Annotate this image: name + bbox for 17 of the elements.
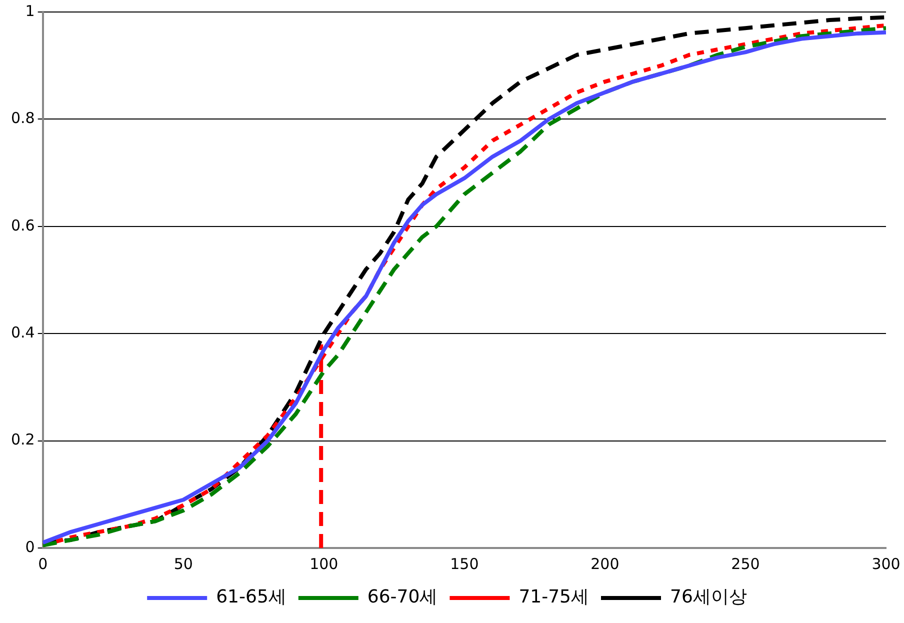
legend-label: 66-70세 bbox=[367, 586, 438, 608]
x-tick-label: 100 bbox=[310, 554, 338, 573]
y-tick-label: 0.6 bbox=[10, 216, 35, 234]
legend-label: 76세이상 bbox=[670, 586, 747, 608]
legend-label: 61-65세 bbox=[216, 586, 286, 608]
y-tick-label: 0.8 bbox=[10, 109, 35, 128]
x-tick-label: 150 bbox=[450, 554, 479, 573]
x-tick-label: 300 bbox=[872, 554, 900, 573]
y-tick-label: 0.2 bbox=[10, 430, 35, 449]
y-tick-label: 0.4 bbox=[10, 323, 35, 342]
legend-label: 71-75세 bbox=[518, 586, 590, 608]
y-tick-label: 1 bbox=[25, 2, 35, 20]
y-tick-label: 0 bbox=[25, 538, 35, 556]
x-tick-label: 200 bbox=[590, 554, 620, 573]
x-tick-label: 250 bbox=[731, 554, 760, 573]
x-tick-label: 50 bbox=[174, 554, 193, 573]
x-tick-label: 0 bbox=[38, 554, 48, 573]
